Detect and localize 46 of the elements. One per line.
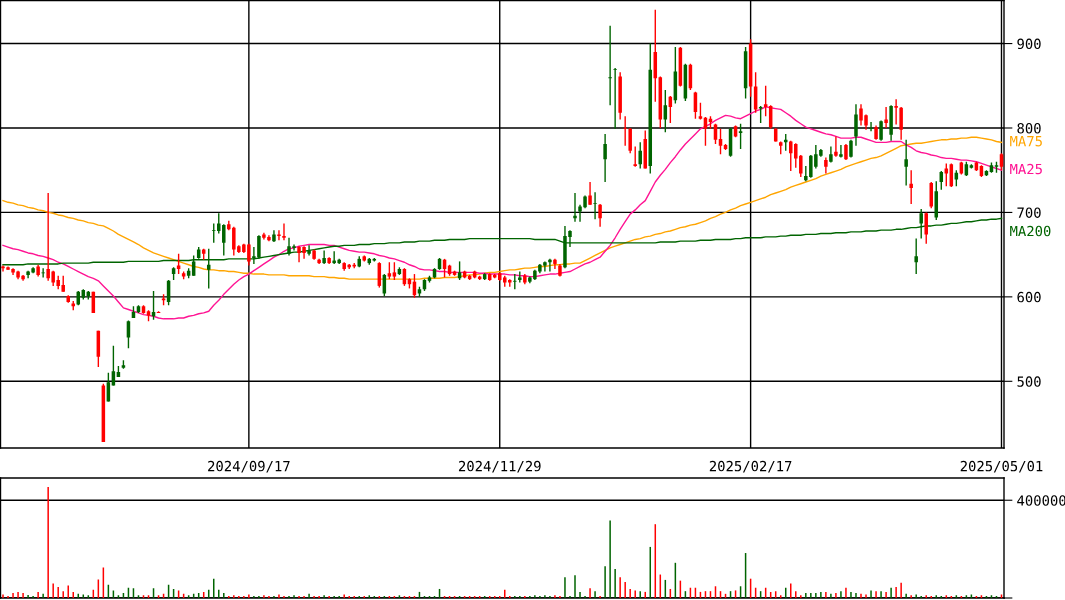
candlestick bbox=[277, 229, 281, 241]
candlestick bbox=[904, 139, 908, 187]
series-label: MA75 bbox=[1010, 136, 1042, 147]
series-label: MA200 bbox=[1010, 225, 1051, 237]
candlestick bbox=[518, 270, 522, 284]
x-tick-label: 2024/09/17 bbox=[208, 460, 290, 473]
candlestick bbox=[879, 119, 883, 142]
candlestick bbox=[588, 181, 592, 206]
candlestick bbox=[613, 67, 617, 130]
y-tick-label: 700 bbox=[1017, 207, 1041, 218]
candlestick bbox=[211, 222, 216, 244]
candlestick bbox=[111, 345, 116, 387]
x-tick-label: 2024/11/29 bbox=[458, 460, 541, 473]
candlestick bbox=[593, 191, 597, 220]
candlestick bbox=[608, 25, 612, 106]
candlestick bbox=[282, 222, 286, 241]
candlestick bbox=[924, 211, 928, 245]
y-tick-label: 400000 bbox=[1017, 495, 1065, 506]
candlestick bbox=[633, 145, 637, 168]
candlestick bbox=[598, 203, 602, 228]
candlestick bbox=[914, 237, 918, 275]
candlestick bbox=[834, 135, 838, 158]
candlestick bbox=[628, 127, 632, 155]
candlestick bbox=[909, 169, 913, 205]
candlestick bbox=[603, 133, 607, 183]
candlestick bbox=[884, 106, 888, 129]
x-tick-label: 2025/02/17 bbox=[709, 460, 792, 473]
candlestick bbox=[738, 123, 743, 150]
candlestick bbox=[899, 106, 903, 141]
y-tick-label: 600 bbox=[1017, 291, 1041, 303]
y-tick-label: 900 bbox=[1017, 38, 1041, 50]
y-tick-label: 800 bbox=[1017, 123, 1041, 134]
candlestick bbox=[869, 121, 873, 133]
x-tick-label: 2025/05/01 bbox=[960, 460, 1043, 473]
candlestick bbox=[623, 115, 627, 147]
candlestick bbox=[894, 98, 898, 126]
candlestick bbox=[839, 144, 843, 159]
candlestick bbox=[854, 103, 858, 147]
candlestick bbox=[41, 267, 45, 279]
y-tick-label: 500 bbox=[1017, 376, 1041, 387]
series-label: MA25 bbox=[1010, 163, 1042, 175]
candlestick bbox=[929, 181, 933, 209]
candlestick bbox=[763, 85, 768, 117]
candlestick bbox=[578, 204, 582, 223]
candlestick bbox=[638, 141, 642, 170]
candlestick bbox=[663, 89, 668, 133]
